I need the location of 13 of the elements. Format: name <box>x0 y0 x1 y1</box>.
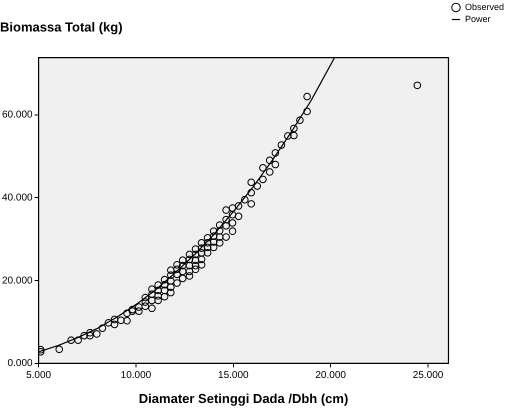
chart-title: Biomassa Total (kg) <box>0 19 123 34</box>
y-tick-label: 0.000 <box>8 358 34 370</box>
legend-label: Observed <box>464 2 504 12</box>
x-tick-label: 5.000 <box>26 370 52 382</box>
x-tick-label: 20.000 <box>315 370 346 382</box>
y-tick-label: 60.000 <box>2 110 34 121</box>
x-tick-label: 15.000 <box>218 370 250 382</box>
legend-label: Power <box>464 14 490 24</box>
x-tick-label: 10.000 <box>120 370 152 382</box>
y-tick-label: 20.000 <box>2 275 34 286</box>
y-tick-label: 40.000 <box>2 192 34 204</box>
x-tick-label: 25.000 <box>412 370 444 382</box>
x-axis-title: Diamater Setinggi Dada /Dbh (cm) <box>138 390 348 406</box>
